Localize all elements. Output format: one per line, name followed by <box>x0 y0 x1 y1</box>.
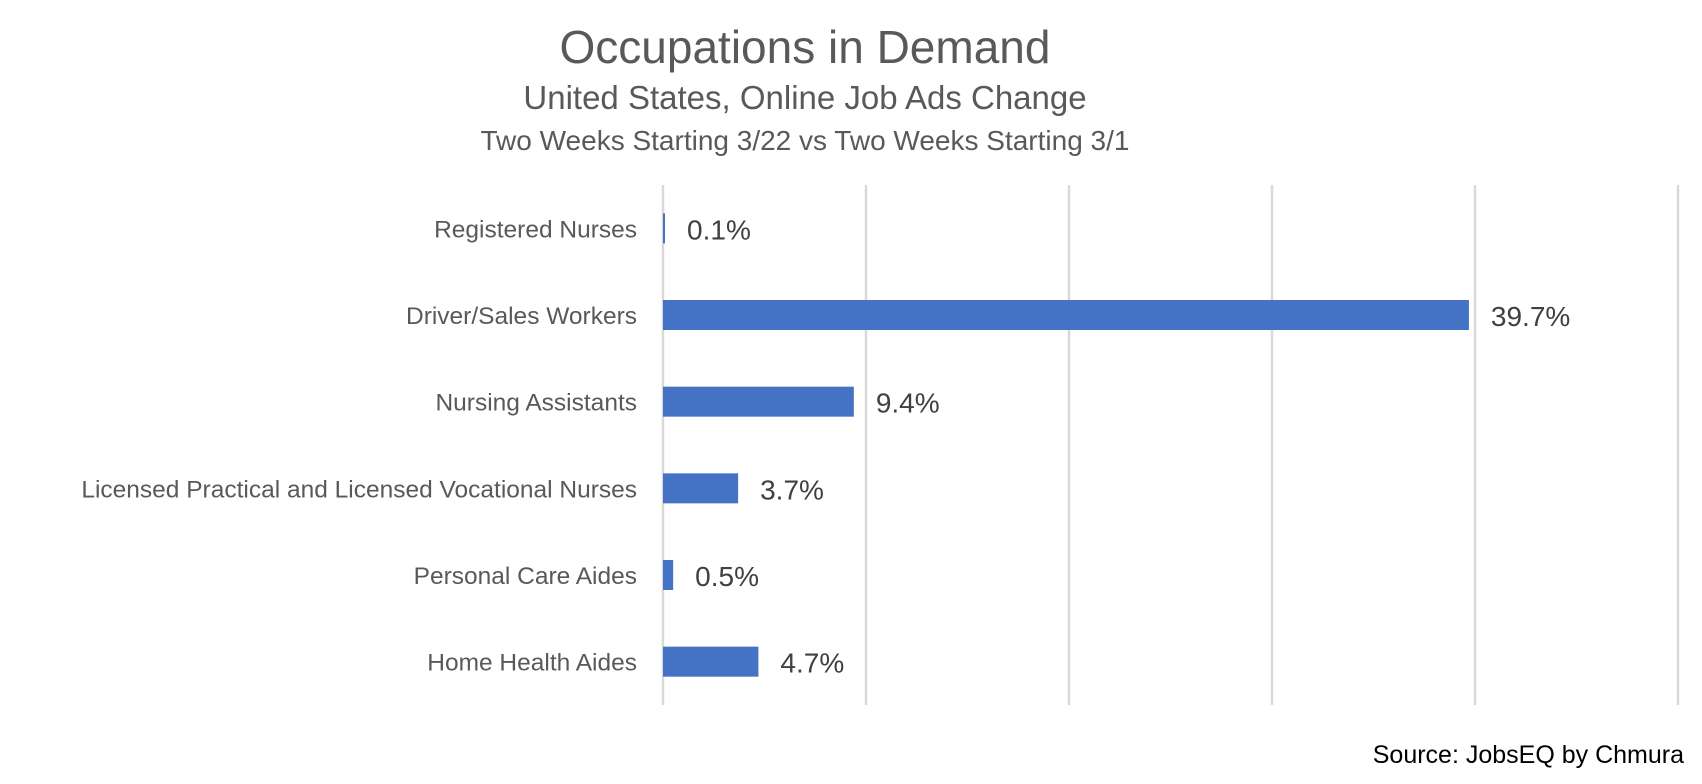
bar <box>663 473 739 504</box>
data-label: 9.4% <box>876 388 940 419</box>
category-label: Driver/Sales Workers <box>406 303 637 330</box>
category-label: Registered Nurses <box>434 216 637 243</box>
chart-title: Occupations in Demand <box>559 21 1051 73</box>
chart-subtitle: United States, Online Job Ads Change <box>523 79 1087 116</box>
data-label: 0.1% <box>687 214 751 245</box>
bar <box>663 646 759 677</box>
category-label: Home Health Aides <box>427 650 637 677</box>
category-label: Licensed Practical and Licensed Vocation… <box>81 476 637 503</box>
bar <box>663 386 854 417</box>
bar <box>663 300 1469 330</box>
data-label: 3.7% <box>760 474 824 505</box>
bar <box>663 213 666 244</box>
data-label: 39.7% <box>1491 301 1570 332</box>
category-label: Nursing Assistants <box>435 390 637 417</box>
bar <box>663 560 674 590</box>
data-label: 0.5% <box>695 561 759 592</box>
chart-subtitle-period: Two Weeks Starting 3/22 vs Two Weeks Sta… <box>480 125 1130 156</box>
category-label: Personal Care Aides <box>414 563 637 590</box>
chart-titles: Occupations in Demand United States, Onl… <box>0 18 1610 162</box>
source-note: Source: JobsEQ by Chmura <box>1372 741 1684 769</box>
data-label: 4.7% <box>780 648 844 679</box>
